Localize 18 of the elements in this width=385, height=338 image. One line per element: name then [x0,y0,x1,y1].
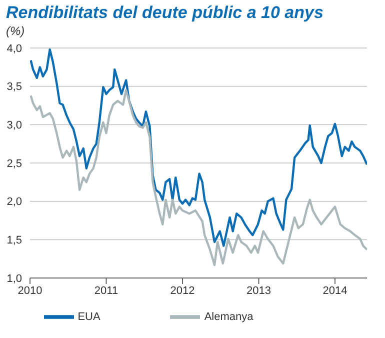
chart-title: Rendibilitats del deute públic a 10 anys [6,3,324,23]
y-tick-label: 1,5 [6,234,22,247]
x-tick-label: 2010 [18,284,42,297]
y-tick-label: 3,5 [6,81,22,94]
line-series [30,48,367,247]
line-series [30,89,367,266]
x-tick-label: 2011 [94,284,118,297]
y-tick-label: 4,0 [6,42,22,55]
y-tick-label: 2,5 [6,158,22,170]
y-tick-label: 2,0 [6,196,22,208]
legend-label: EUA [78,310,100,323]
x-tick-label: 2012 [170,284,195,297]
chart-subtitle: (%) [6,24,25,38]
x-tick-label: 2013 [246,284,271,297]
x-tick-label: 2014 [322,284,348,297]
y-tick-label: 1,0 [6,272,22,285]
y-tick-label: 3,0 [6,120,22,132]
legend-label: Alemanya [204,310,254,323]
